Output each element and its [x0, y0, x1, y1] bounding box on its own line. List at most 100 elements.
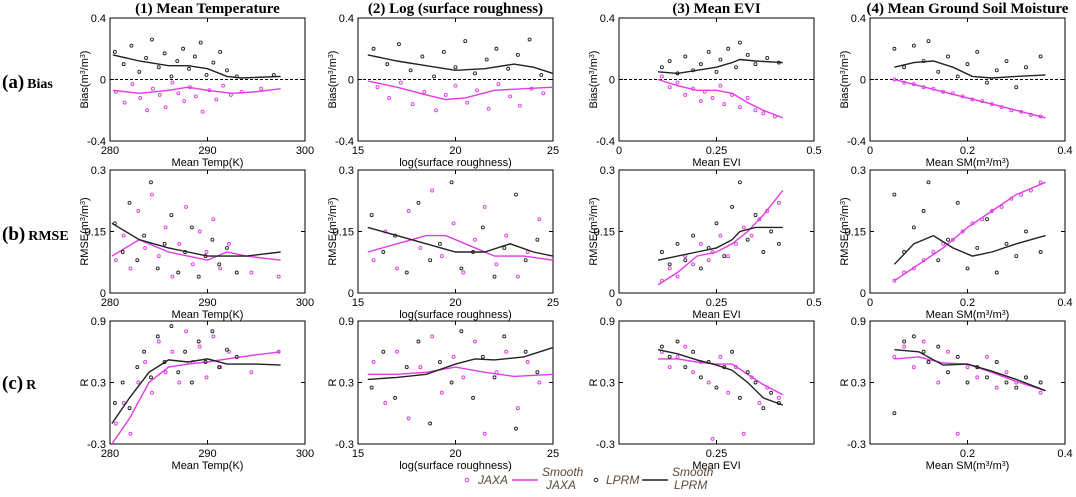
lprm-point	[189, 225, 194, 230]
y-tick-label: -0.4	[335, 136, 354, 148]
x-tick-label: 280	[101, 297, 119, 309]
smooth-lprm-line	[111, 358, 281, 424]
lprm-point	[718, 57, 723, 62]
lprm-point	[683, 365, 688, 370]
jaxa-point	[482, 431, 487, 436]
lprm-point	[502, 334, 507, 339]
y-tick-label: 0.9	[600, 316, 615, 328]
jaxa-point	[955, 431, 960, 436]
lprm-point	[121, 62, 126, 67]
lprm-point	[745, 237, 750, 242]
lprm-point	[428, 258, 433, 263]
jaxa-point	[406, 209, 411, 213]
jaxa-point	[892, 278, 897, 283]
y-axis-label: Bias(m3/m3)	[79, 51, 91, 109]
lprm-point	[449, 380, 454, 385]
jaxa-point	[515, 274, 520, 279]
y-tick-label: 0.15	[85, 227, 106, 239]
lprm-point	[112, 401, 117, 405]
jaxa-point	[375, 85, 380, 90]
jaxa-point	[128, 431, 133, 436]
lprm-point	[902, 65, 907, 70]
lprm-point	[675, 241, 680, 246]
plot-frame	[109, 169, 306, 294]
jaxa-point	[371, 258, 376, 263]
jaxa-point	[892, 354, 897, 359]
panel-1-3: 0 0.2 0.4 0 0.15 0.3 Mean SM(m3/m3) RMSE(m3/m3)	[839, 165, 1073, 321]
lprm-point	[936, 344, 941, 349]
panel-2-1: 15 20 25 -0.3 0.3 0.9 log(surface roughness) R	[327, 316, 559, 472]
lprm-point	[659, 250, 664, 254]
y-axis-label: RMSE(m3/m3)	[79, 197, 91, 265]
lprm-point	[203, 360, 208, 364]
jaxa-point	[157, 92, 162, 97]
lprm-point	[473, 71, 477, 76]
jaxa-point	[176, 91, 181, 96]
lprm-point	[234, 354, 239, 359]
x-tick-label: 25	[547, 297, 559, 309]
lprm-point	[218, 49, 223, 54]
lprm-point	[975, 245, 980, 250]
smooth-jaxa-line	[111, 238, 281, 261]
lprm-point	[926, 180, 931, 185]
lprm-point	[706, 49, 711, 54]
lprm-point	[1024, 375, 1028, 380]
jaxa-point	[443, 92, 448, 97]
lprm-point	[416, 200, 421, 205]
lprm-point	[135, 258, 140, 263]
lprm-point	[210, 237, 215, 242]
lprm-point	[162, 241, 167, 246]
lprm-point	[936, 69, 941, 74]
jaxa-point	[931, 250, 936, 254]
y-tick-label: 0	[100, 288, 106, 300]
y-tick-label: -0.4	[87, 136, 106, 148]
x-tick-label: 0.2	[960, 448, 975, 460]
plot-frame	[869, 320, 1066, 445]
jaxa-point	[989, 209, 994, 213]
jaxa-point	[517, 103, 522, 108]
jaxa-point	[204, 250, 209, 254]
smooth-jaxa-line	[894, 181, 1046, 282]
lprm-point	[714, 385, 719, 390]
y-tick-label: -0.3	[335, 439, 354, 451]
lprm-point	[441, 49, 446, 54]
lprm-point	[698, 266, 703, 271]
x-tick-label: 300	[296, 448, 314, 460]
jaxa-point	[113, 421, 118, 426]
lprm-point	[176, 270, 181, 275]
y-tick-label: 0.3	[600, 165, 615, 177]
lprm-point	[1014, 385, 1019, 390]
lprm-point	[911, 225, 916, 230]
lprm-point	[484, 57, 489, 62]
lprm-point	[683, 54, 688, 59]
x-tick-label: 0.4	[1057, 297, 1072, 309]
smooth-lprm-line	[657, 58, 783, 75]
jaxa-point	[430, 334, 435, 339]
lprm-point	[659, 344, 664, 349]
smooth-lprm-line	[894, 60, 1046, 79]
lprm-point	[539, 72, 544, 77]
jaxa-point	[683, 344, 688, 349]
x-tick-label: 15	[352, 297, 364, 309]
jaxa-point	[249, 270, 254, 275]
y-tick-label: 0	[609, 75, 615, 87]
jaxa-point	[197, 344, 202, 349]
y-tick-label: 0.4	[600, 13, 615, 25]
y-tick-label: 0	[348, 75, 354, 87]
lprm-point	[769, 390, 774, 395]
jaxa-point	[683, 92, 688, 97]
lprm-point	[371, 46, 376, 51]
legend-jaxa-label: JAXA	[477, 473, 508, 487]
lprm-point	[127, 406, 132, 411]
lprm-point	[192, 54, 197, 59]
lprm-point	[514, 426, 518, 431]
lprm-point	[737, 180, 742, 185]
jaxa-point	[211, 217, 216, 222]
lprm-point	[162, 51, 167, 56]
smooth-jaxa-line	[111, 351, 281, 445]
lprm-point	[156, 65, 161, 70]
jaxa-point	[776, 200, 781, 205]
lprm-point	[1038, 54, 1043, 59]
plot-frame	[357, 320, 554, 445]
jaxa-point	[177, 380, 182, 385]
